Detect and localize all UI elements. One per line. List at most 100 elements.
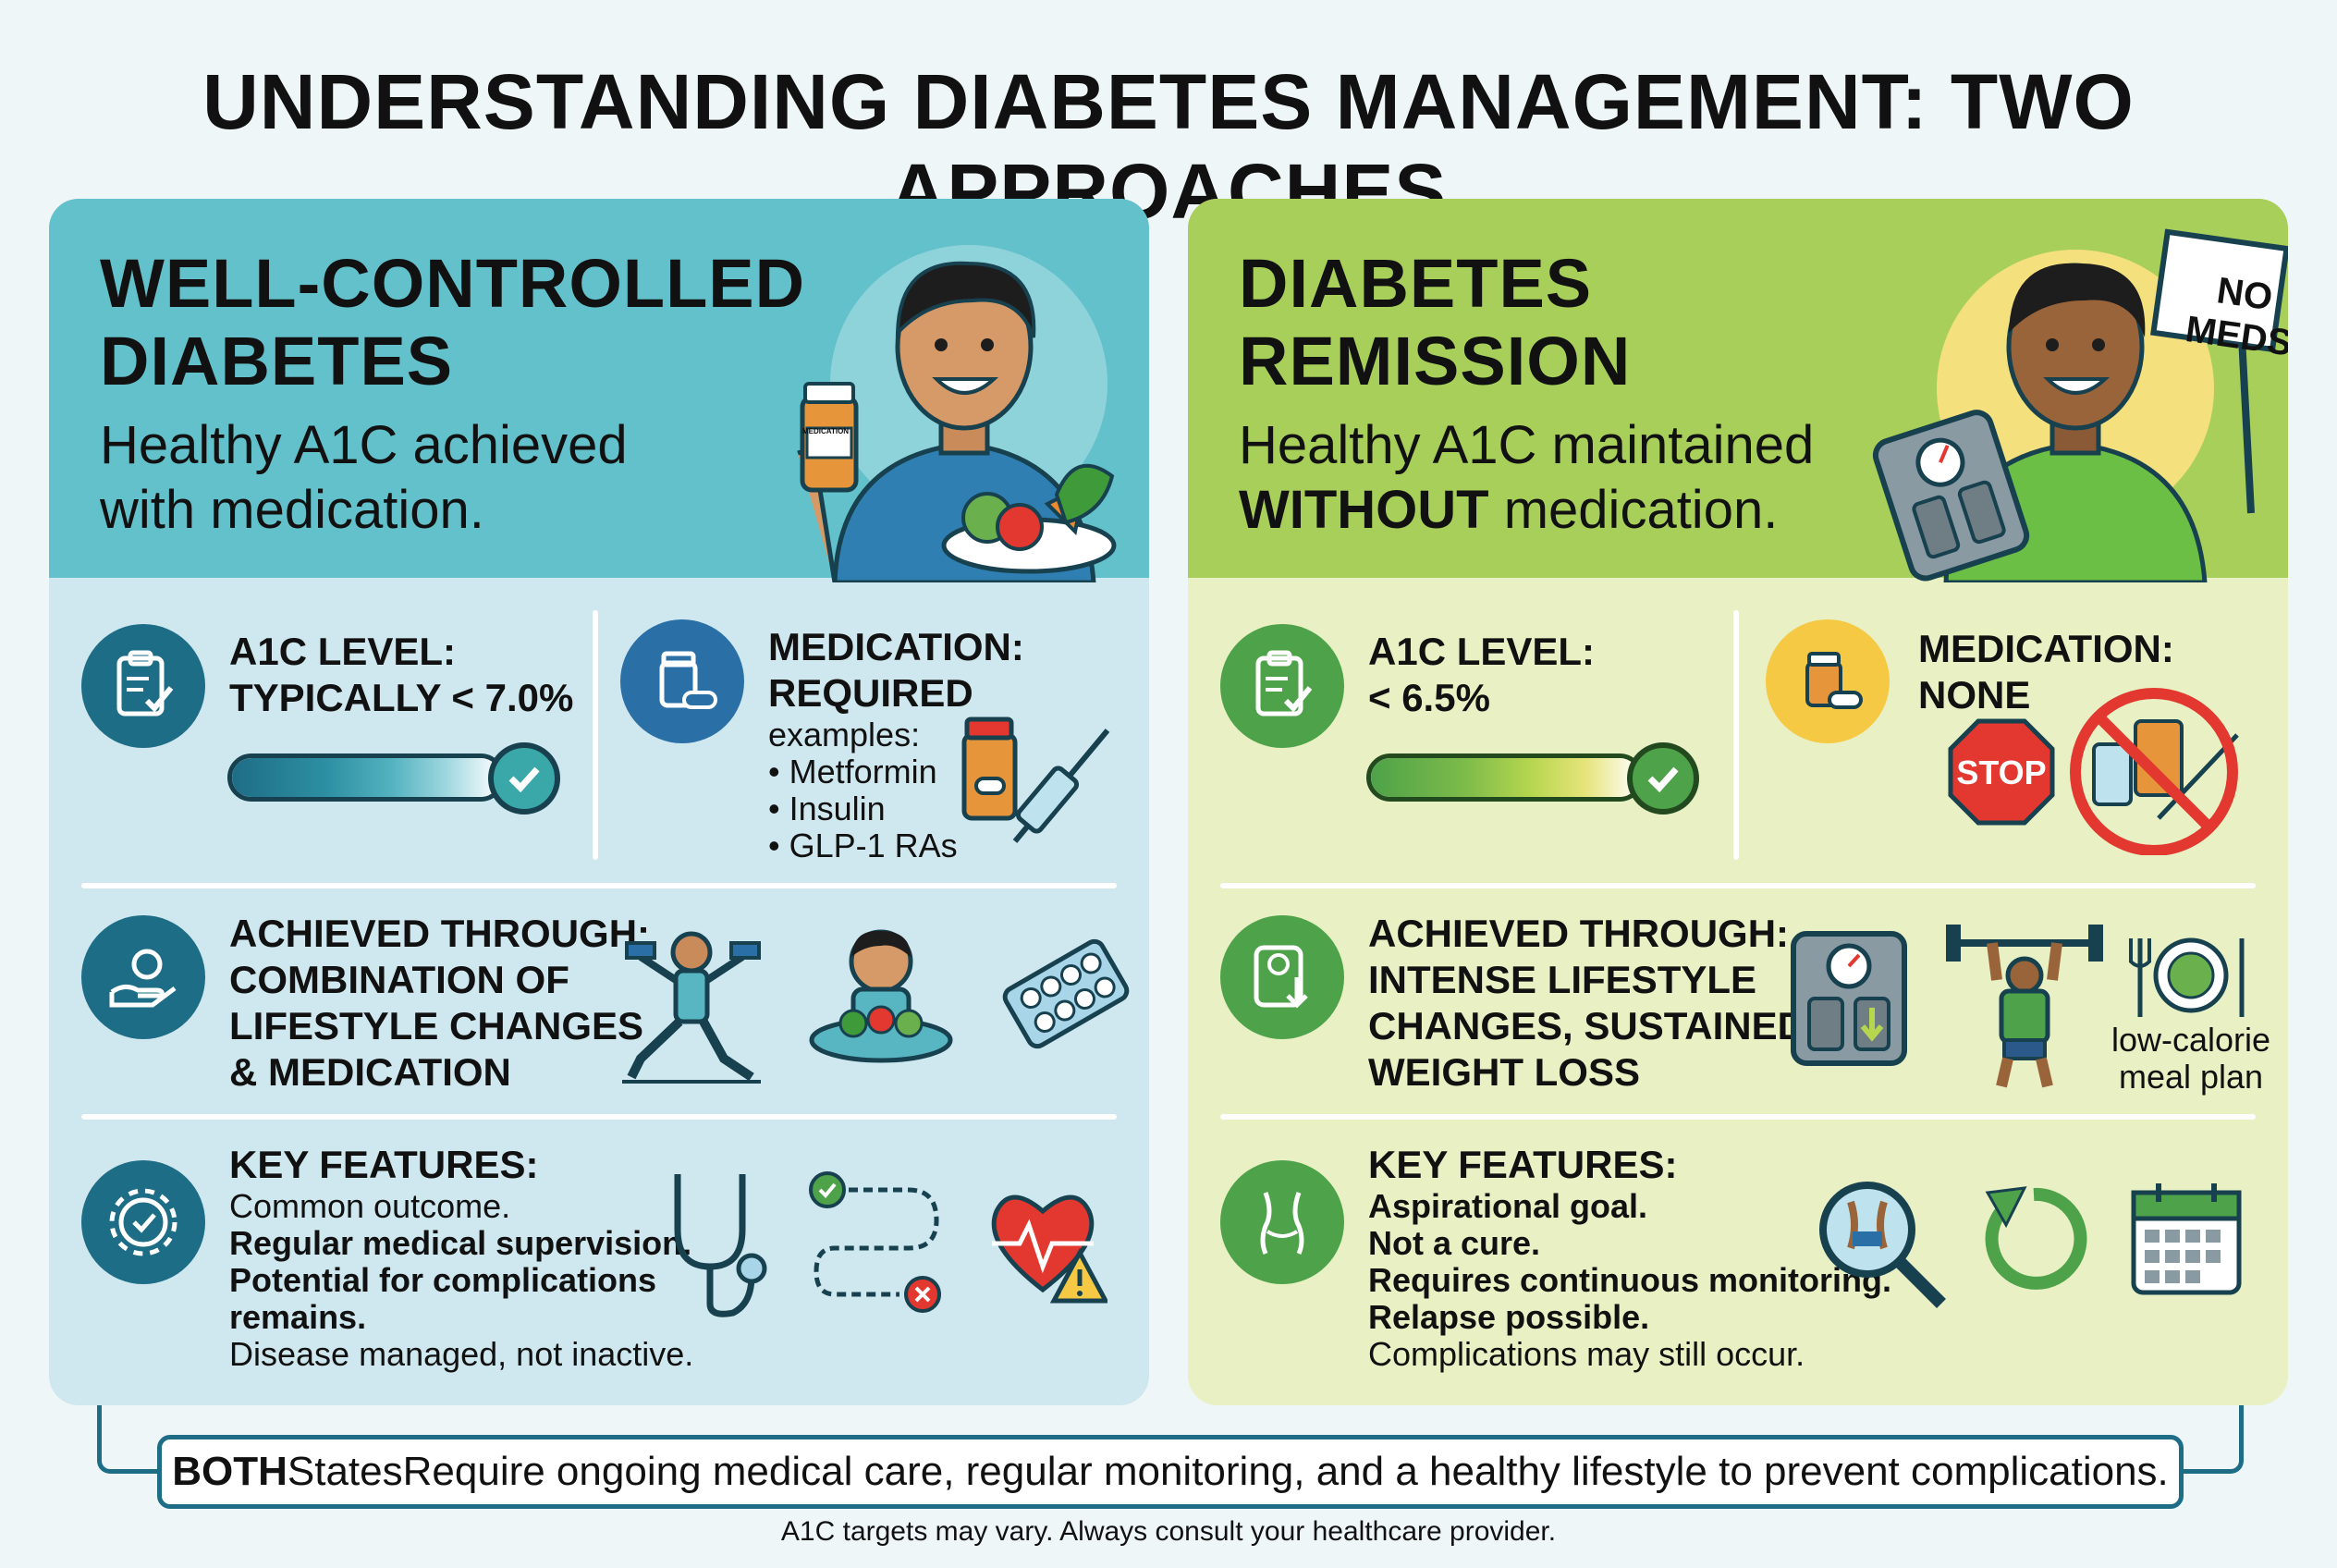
subheading-rest: medication. [1488,480,1779,540]
no-medication-icon [2070,688,2239,855]
feature-item: Potential for complications [229,1261,657,1299]
boy-with-salad-icon [809,929,953,1063]
magnifier-waist-icon [1819,1182,1946,1308]
feature-item: Aspirational goal. [1368,1187,1648,1225]
feature-item: Not a cure. [1368,1224,1541,1262]
footnote: A1C targets may vary. Always consult you… [780,1516,1557,1547]
page-title: UNDERSTANDING DIABETES MANAGEMENT: TWO A… [202,58,2135,235]
caption-line: meal plan [2118,1058,2264,1096]
a1c-progress-bar [1366,753,1644,802]
feature-item: remains. [229,1298,367,1336]
without-emphasis: WITHOUT [1239,480,1489,540]
a1c-progress-bar [227,753,505,802]
checkmark-icon [1627,742,1699,815]
meal-plate-icon [2129,937,2245,1017]
remission-panel: DIABETES REMISSION Healthy A1C maintaine… [1188,199,2288,1405]
achieved-through-label: ACHIEVED THROUGH: COMBINATION OF LIFESTY… [229,911,650,1096]
heart-warning-icon [991,1194,1107,1304]
waist-icon [1220,1160,1344,1284]
feature-item: Common outcome. [229,1187,511,1225]
subheading-line: Healthy A1C achieved [100,415,628,475]
feature-item: Complications may still occur. [1368,1335,1805,1373]
hand-with-apple-icon [81,915,205,1039]
clipboard-icon [81,624,205,748]
label-line: ACHIEVED THROUGH: [1368,912,1790,955]
person-with-medication-illustration [797,245,1117,582]
label-line: NONE [1918,673,2031,717]
subheading-line: Healthy A1C maintained [1239,415,1815,475]
relapse-cycle-icon [1985,1186,2087,1290]
pill-blister-pack-icon [1002,938,1130,1049]
label-line: MEDICATION: [768,625,1024,668]
section-divider [593,610,598,860]
achieved-through-label: ACHIEVED THROUGH: INTENSE LIFESTYLE CHAN… [1368,911,1805,1096]
medication-required-label: MEDICATION: REQUIRED [768,624,1024,717]
label-line: & MEDICATION [229,1050,511,1094]
section-divider [81,1114,1117,1120]
heading-line: DIABETES [1239,245,1593,322]
bracket-right [2184,1405,2244,1474]
feature-item: Requires continuous monitoring. [1368,1261,1891,1299]
states-label: States [287,1449,403,1494]
key-features-block: KEY FEATURES: Common outcome. Regular me… [229,1142,693,1373]
gear-check-icon [81,1160,205,1284]
pill-bottle-icon [1766,619,1890,743]
label-line: CHANGES, SUSTAINED [1368,1004,1805,1047]
pill-bottle-label: MEDICATION [802,427,850,435]
label-line: COMBINATION OF [229,958,569,1001]
checkmark-icon [488,742,560,815]
medication-none-label: MEDICATION: NONE [1918,626,2174,718]
weight-loss-icon [1220,915,1344,1039]
weightlifter-icon [1946,925,2103,1088]
bracket-left [97,1405,157,1474]
label-line: WEIGHT LOSS [1368,1050,1640,1094]
key-features-block: KEY FEATURES: Aspirational goal. Not a c… [1368,1142,1891,1373]
example-item: • Metformin [768,753,937,790]
key-features-label: KEY FEATURES: [229,1143,539,1186]
label-line: ACHIEVED THROUGH: [229,912,651,955]
well-controlled-subheading: Healthy A1C achieved with medication. [100,413,628,543]
remission-subheading: Healthy A1C maintained WITHOUT medicatio… [1239,413,1814,543]
both-label: BOTH [172,1449,288,1494]
meal-plan-caption: low-calorie meal plan [2103,1022,2279,1096]
section-divider [1733,610,1739,860]
section-divider [81,883,1117,888]
label-line: INTENSE LIFESTYLE [1368,958,1757,1001]
well-controlled-panel: WELL-CONTROLLED DIABETES Healthy A1C ach… [49,199,1149,1405]
label-line: TYPICALLY < 7.0% [229,676,574,719]
statement-text: Require ongoing medical care, regular mo… [402,1449,2169,1494]
label-line: MEDICATION: [1918,627,2174,670]
examples-label: examples: [768,716,921,753]
stop-sign-label: STOP [1956,753,2047,791]
stethoscope-icon [674,1174,767,1317]
key-features-label: KEY FEATURES: [1368,1143,1678,1186]
a1c-level-label: A1C LEVEL: TYPICALLY < 7.0% [229,629,573,721]
remission-heading: DIABETES REMISSION [1239,245,1631,400]
heading-line: REMISSION [1239,323,1632,399]
well-controlled-header: WELL-CONTROLLED DIABETES Healthy A1C ach… [49,199,1149,582]
pill-bottle-icon [620,619,744,743]
example-item: • Insulin [768,790,886,827]
calendar-icon [2131,1183,2242,1295]
exercise-person-icon [622,931,761,1084]
label-line: < 6.5% [1368,676,1490,719]
subheading-line: with medication. [100,480,484,540]
label-line: A1C LEVEL: [229,630,457,673]
stop-sign-icon [1948,718,2055,826]
person-with-scale-illustration [1872,228,2288,582]
label-line: A1C LEVEL: [1368,630,1596,673]
bathroom-scale-icon [1791,931,1907,1066]
label-line: REQUIRED [768,671,973,715]
heading-line: DIABETES [100,323,454,399]
example-item: • GLP-1 RAs [768,827,958,864]
subheading-line: WITHOUT medication. [1239,478,1814,543]
feature-item: Regular medical supervision. [229,1224,692,1262]
label-line: LIFESTYLE CHANGES [229,1004,644,1047]
section-divider [1220,883,2256,888]
caption-line: low-calorie [2111,1021,2271,1059]
path-check-cross-icon [809,1171,941,1313]
feature-item: Disease managed, not inactive. [229,1335,694,1373]
a1c-level-label: A1C LEVEL: < 6.5% [1368,629,1595,721]
medication-examples: examples: • Metformin • Insulin • GLP-1 … [768,717,958,864]
section-divider [1220,1114,2256,1120]
